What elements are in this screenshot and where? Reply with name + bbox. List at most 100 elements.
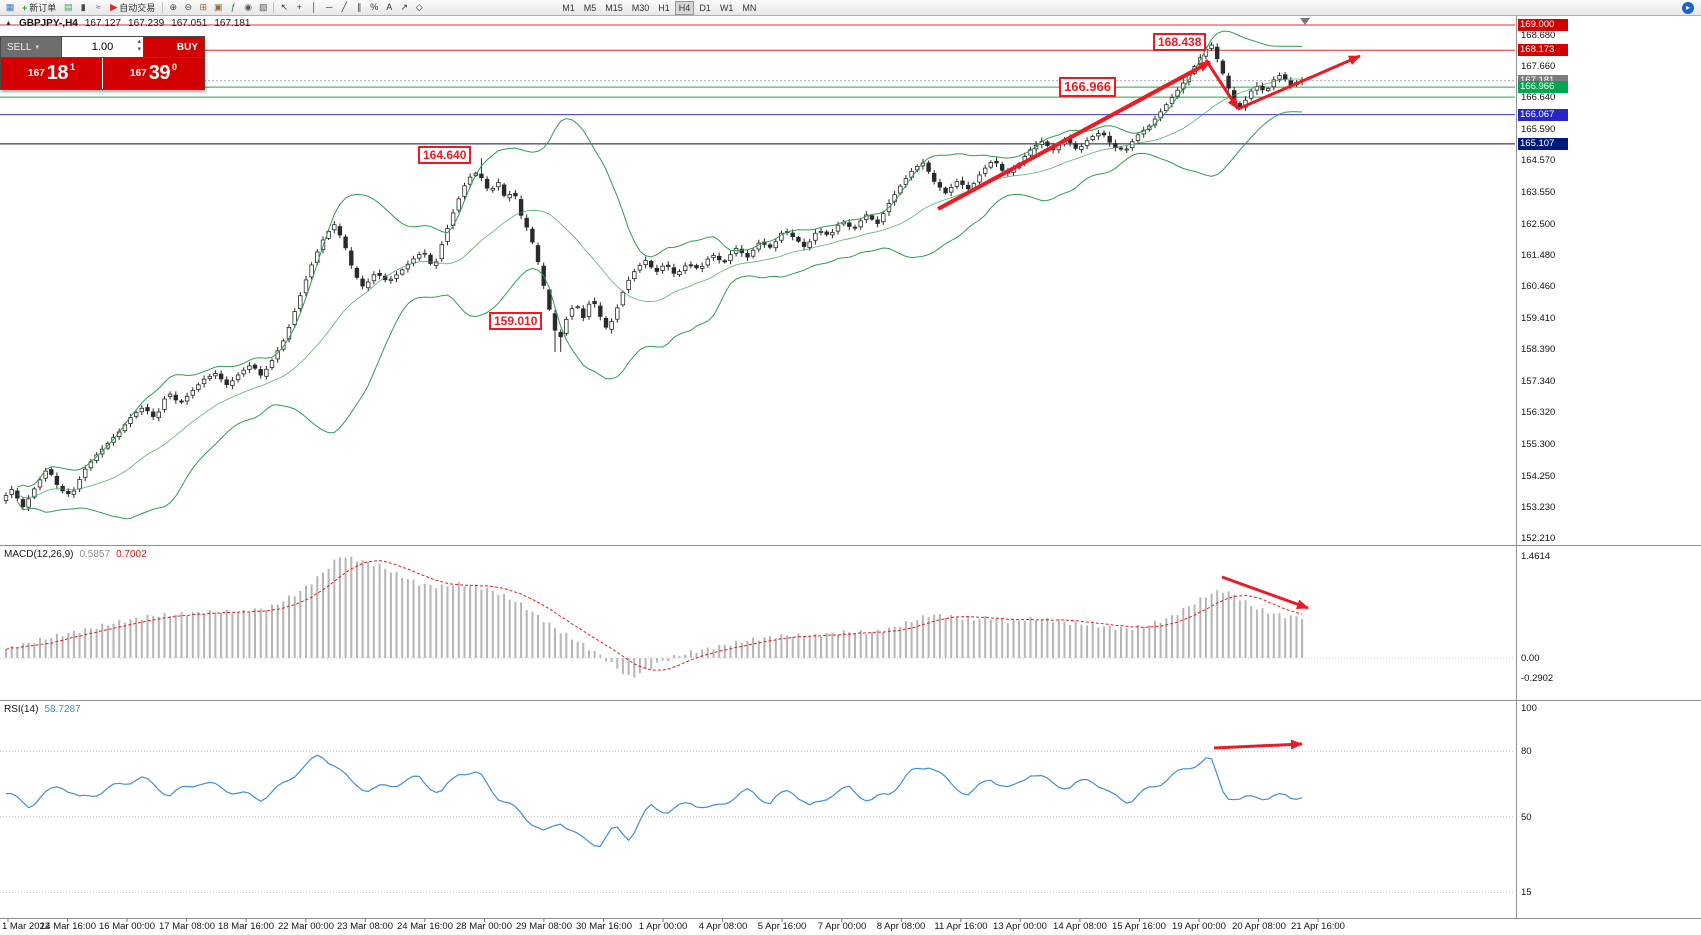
horizontal-line-icon[interactable]: ─ — [326, 2, 333, 12]
time-axis-label: 29 Mar 08:00 — [516, 921, 572, 932]
macd-pane-title: MACD(12,26,9) 0.5857 0.7002 — [4, 549, 147, 560]
timeframe-button-m1[interactable]: M1 — [562, 2, 575, 13]
channel-icon[interactable]: ∥ — [356, 2, 362, 12]
timeframe-button-h1[interactable]: H1 — [658, 2, 670, 13]
periods-icon[interactable]: ◉ — [244, 2, 253, 12]
symbol-marker-icon: ▲ — [5, 20, 12, 27]
chart-window-icon[interactable]: ▦ — [5, 2, 15, 12]
time-axis-label: 13 Apr 00:00 — [993, 921, 1047, 932]
sell-button[interactable]: SELL ▾ — [1, 37, 61, 57]
new-order-button-label: 新订单 — [29, 3, 57, 13]
trend-arrow[interactable] — [1237, 54, 1361, 111]
time-axis-label: 5 Apr 16:00 — [757, 921, 807, 932]
autotrading-button[interactable]: ▶ 自动交易 — [106, 1, 159, 14]
price-axis-tag: 166.966 — [1518, 81, 1568, 93]
templates-icon[interactable]: ▧ — [258, 2, 268, 12]
line-chart-icon[interactable]: ≈ — [95, 2, 101, 12]
time-axis-label: 11 Apr 16:00 — [934, 921, 988, 932]
quote-high: 167.239 — [128, 18, 165, 29]
buy-button[interactable]: BUY — [144, 37, 204, 57]
macd-axis-label: -0.2902 — [1521, 673, 1554, 684]
macd-signal-line — [5, 559, 1303, 671]
rsi-value: 58.7287 — [44, 704, 81, 715]
time-axis-label: 8 Apr 08:00 — [876, 921, 926, 932]
quote-close: 167.181 — [214, 18, 251, 29]
volume-input[interactable]: 1.00 ▴ ▾ — [61, 37, 144, 57]
rsi-line — [5, 754, 1303, 848]
volume-stepper[interactable]: ▴ ▾ — [137, 38, 141, 54]
bollinger-lower-band — [16, 111, 1303, 520]
new-order-button[interactable]: + 新订单 — [18, 1, 60, 14]
price-axis-label: 165.590 — [1521, 124, 1556, 135]
bar-chart-icon[interactable]: ▤ — [64, 2, 73, 12]
time-axis-label: 7 Apr 00:00 — [817, 921, 867, 932]
rsi-axis-label: 15 — [1521, 887, 1532, 898]
indicators-icon[interactable]: ƒ — [230, 2, 236, 12]
time-axis-label: 19 Apr 00:00 — [1172, 921, 1226, 932]
price-axis-label: 162.500 — [1521, 219, 1556, 230]
timeframe-button-h4[interactable]: H4 — [674, 0, 695, 15]
timeframe-button-m5[interactable]: M5 — [583, 2, 597, 13]
time-axis-label: 22 Mar 00:00 — [278, 921, 334, 932]
symbol-timeframe-label: GBPJPY-,H4 — [18, 18, 78, 29]
rsi-pane-title: RSI(14) 58.7287 — [4, 704, 81, 715]
candlestick-series — [3, 42, 1305, 511]
trendline-icon[interactable]: ╱ — [341, 2, 347, 12]
community-button[interactable]: ▸ — [1682, 1, 1694, 14]
price-axis-tag: 169.000 — [1518, 19, 1568, 31]
crosshair-icon[interactable]: + — [296, 2, 302, 12]
trend-arrow[interactable] — [937, 60, 1211, 211]
timeframe-button-w1[interactable]: W1 — [719, 2, 734, 13]
price-axis-label: 157.340 — [1521, 376, 1556, 387]
bollinger-middle-band — [17, 78, 1303, 499]
vertical-line-icon[interactable]: │ — [311, 2, 318, 12]
timeframe-button-m30[interactable]: M30 — [631, 2, 650, 13]
price-axis-label: 156.320 — [1521, 407, 1556, 418]
one-click-trading-panel: SELL ▾ 1.00 ▴ ▾ BUY 167 18 1 167 — [0, 36, 205, 90]
price-axis-tag: 168.173 — [1518, 44, 1568, 56]
time-axis-label: 15 Apr 16:00 — [1112, 921, 1166, 932]
volume-up-icon: ▴ — [137, 38, 141, 45]
quote-open: 167.127 — [84, 18, 122, 29]
time-axis-label: 16 Mar 00:00 — [99, 921, 155, 932]
cursor-icon[interactable]: ↖ — [280, 2, 288, 12]
quote-header: ▲ GBPJPY-,H4 167.127 167.239 167.051 167… — [5, 18, 250, 29]
timeframe-button-mn[interactable]: MN — [742, 2, 757, 13]
price-axis-label: 161.480 — [1521, 250, 1556, 261]
bollinger-upper-band — [17, 30, 1303, 488]
trend-arrow[interactable] — [1221, 575, 1309, 610]
price-axis-label: 158.390 — [1521, 344, 1556, 355]
buy-price-display[interactable]: 167 39 0 — [103, 58, 204, 89]
macd-axis-label: 1.4614 — [1521, 551, 1551, 562]
macd-main-value: 0.5857 — [79, 549, 111, 560]
zoom-in-icon[interactable]: ⊕ — [169, 2, 177, 12]
trend-arrow[interactable] — [1204, 59, 1240, 110]
timeframe-button-d1[interactable]: D1 — [699, 2, 711, 13]
fibonacci-icon[interactable]: % — [370, 2, 379, 12]
arrow-tool-icon[interactable]: ↗ — [400, 2, 408, 12]
tile-windows-icon[interactable]: ⊞ — [199, 2, 207, 12]
cascade-windows-icon[interactable]: ▣ — [213, 2, 223, 12]
annotation-price-box[interactable]: 168.438 — [1153, 33, 1207, 51]
rsi-axis-label: 80 — [1521, 746, 1532, 757]
time-axis-label: 21 Apr 16:00 — [1291, 921, 1345, 932]
trend-arrow[interactable] — [1213, 739, 1303, 750]
toolbar-separator — [162, 2, 164, 13]
toolbar-separator — [273, 2, 275, 13]
time-axis-label: 1 Mar 2022 — [2, 921, 51, 932]
time-axis-label: 24 Mar 16:00 — [397, 921, 453, 932]
timeframe-button-m15[interactable]: M15 — [605, 2, 623, 13]
chart-shift-marker[interactable] — [1300, 18, 1310, 25]
shapes-icon[interactable]: ◇ — [415, 2, 423, 12]
text-icon[interactable]: A — [386, 2, 393, 12]
time-axis-label: 14 Mar 16:00 — [40, 921, 96, 932]
candlestick-icon[interactable]: ▮ — [80, 2, 86, 12]
sell-price-display[interactable]: 167 18 1 — [1, 58, 102, 89]
zoom-out-icon[interactable]: ⊖ — [184, 2, 192, 12]
annotation-price-box[interactable]: 159.010 — [489, 312, 543, 330]
annotation-price-box[interactable]: 164.640 — [418, 146, 472, 164]
autotrading-button-label: 自动交易 — [119, 3, 156, 13]
annotation-price-box[interactable]: 166.966 — [1059, 77, 1116, 97]
